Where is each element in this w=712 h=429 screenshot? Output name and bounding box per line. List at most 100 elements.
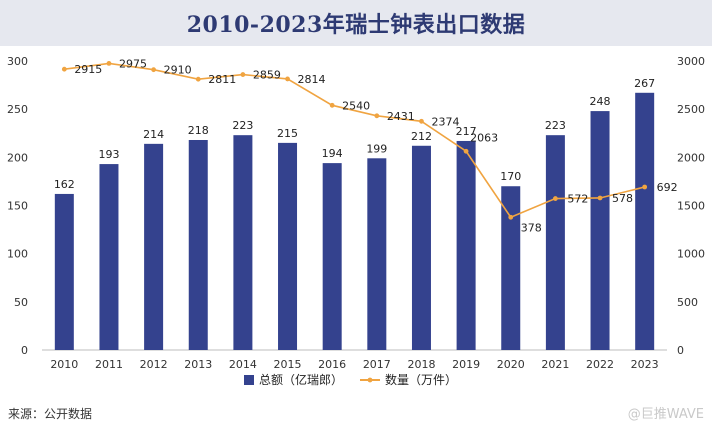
quantity-point	[463, 148, 469, 154]
bar-value-label: 214	[143, 128, 164, 141]
bar	[144, 143, 164, 350]
y-right-tick-label: 2000	[677, 151, 705, 164]
quantity-value-label: 578	[612, 192, 633, 205]
bar	[188, 139, 208, 350]
x-tick-label: 2020	[497, 358, 525, 371]
quantity-value-label: 692	[657, 181, 678, 194]
bar-value-label: 248	[590, 95, 611, 108]
y-left-tick-label: 300	[7, 55, 28, 68]
bar-value-label: 215	[277, 127, 298, 140]
legend-swatch-bar	[244, 375, 254, 385]
bar-value-label: 223	[232, 119, 253, 132]
quantity-value-label: 572	[567, 193, 588, 206]
x-tick-label: 2017	[363, 358, 391, 371]
x-tick-label: 2013	[184, 358, 212, 371]
bar-value-label: 199	[366, 142, 387, 155]
bar	[367, 158, 387, 350]
bars	[54, 92, 655, 351]
chart-title: 2010-2023年瑞士钟表出口数据	[186, 12, 526, 38]
x-tick-label: 2021	[541, 358, 569, 371]
bar	[278, 142, 298, 350]
quantity-point	[329, 102, 335, 108]
quantity-point	[374, 113, 380, 119]
quantity-value-label: 2859	[253, 69, 281, 82]
x-tick-label: 2015	[274, 358, 302, 371]
x-tick-label: 2023	[631, 358, 659, 371]
quantity-point	[195, 76, 201, 82]
quantity-point	[597, 195, 603, 201]
data-labels: 162 193 214 218 223 215 194 199 212 217 170 223 248 2…	[54, 57, 678, 234]
quantity-point	[508, 214, 514, 220]
bar-value-label: 162	[54, 178, 75, 191]
quantity-point	[61, 66, 67, 72]
bar-value-label: 170	[500, 170, 521, 183]
bar	[456, 140, 476, 350]
axes: 0501001502002503000500100015002000250030…	[7, 55, 705, 371]
quantity-value-label: 2811	[208, 73, 236, 86]
bar	[233, 135, 253, 350]
x-tick-label: 2016	[318, 358, 346, 371]
quantity-value-label: 2540	[342, 99, 370, 112]
bar-value-label: 212	[411, 130, 432, 143]
y-right-tick-label: 1500	[677, 200, 705, 213]
quantity-point	[285, 76, 290, 82]
y-left-tick-label: 0	[21, 344, 28, 357]
quantity-value-label: 2063	[470, 131, 498, 144]
legend-swatch-marker	[367, 377, 373, 383]
title-bar: 2010-2023年瑞士钟表出口数据	[0, 0, 712, 46]
bar-value-label: 217	[456, 125, 477, 138]
bar-value-label: 194	[322, 147, 343, 160]
quantity-value-label: 2814	[298, 73, 326, 86]
quantity-point	[106, 61, 112, 66]
y-right-tick-label: 1000	[677, 248, 705, 261]
x-tick-label: 2010	[50, 358, 78, 371]
source-note: 来源：公开数据	[8, 407, 93, 421]
y-left-tick-label: 200	[7, 151, 28, 164]
bar-value-label: 193	[98, 148, 119, 161]
y-left-tick-label: 100	[7, 248, 28, 261]
combo-chart: 0501001502002503000500100015002000250030…	[7, 55, 705, 387]
bar	[590, 111, 610, 351]
quantity-line	[61, 61, 648, 220]
y-right-tick-label: 3000	[677, 55, 705, 68]
bar-value-label: 267	[634, 77, 655, 90]
bar	[322, 163, 342, 350]
bar	[99, 164, 119, 350]
bar-value-label: 223	[545, 119, 566, 132]
quantity-line-path	[64, 62, 645, 219]
x-tick-label: 2018	[407, 358, 435, 371]
quantity-value-label: 2431	[387, 110, 415, 123]
legend-label-quantity: 数量（万件）	[385, 372, 457, 387]
x-tick-label: 2014	[229, 358, 257, 371]
x-tick-label: 2019	[452, 358, 480, 371]
quantity-point	[151, 67, 157, 73]
quantity-value-label: 2374	[431, 115, 459, 128]
bar	[635, 92, 655, 350]
quantity-point	[642, 184, 648, 190]
legend-label-amount: 总额（亿瑞郎）	[259, 372, 343, 387]
quantity-point	[240, 72, 246, 77]
bar	[54, 193, 74, 350]
quantity-point	[552, 196, 558, 201]
x-tick-label: 2012	[140, 358, 168, 371]
y-left-tick-label: 250	[7, 103, 28, 116]
x-tick-label: 2011	[95, 358, 123, 371]
quantity-point	[419, 118, 424, 124]
bar	[545, 135, 565, 350]
y-right-tick-label: 2500	[677, 103, 705, 116]
bar	[501, 186, 521, 350]
quantity-value-label: 2910	[164, 64, 192, 77]
quantity-value-label: 378	[521, 221, 542, 234]
bar-value-label: 218	[188, 124, 209, 137]
bar	[411, 145, 431, 350]
x-tick-label: 2022	[586, 358, 614, 371]
quantity-value-label: 2975	[119, 57, 147, 70]
quantity-value-label: 2915	[74, 63, 102, 76]
y-right-tick-label: 500	[677, 296, 698, 309]
y-left-tick-label: 50	[14, 296, 28, 309]
y-left-tick-label: 150	[7, 200, 28, 213]
y-right-tick-label: 0	[677, 344, 684, 357]
watermark: @巨推WAVE	[627, 407, 704, 422]
legend: 总额（亿瑞郎） 数量（万件）	[244, 372, 457, 387]
